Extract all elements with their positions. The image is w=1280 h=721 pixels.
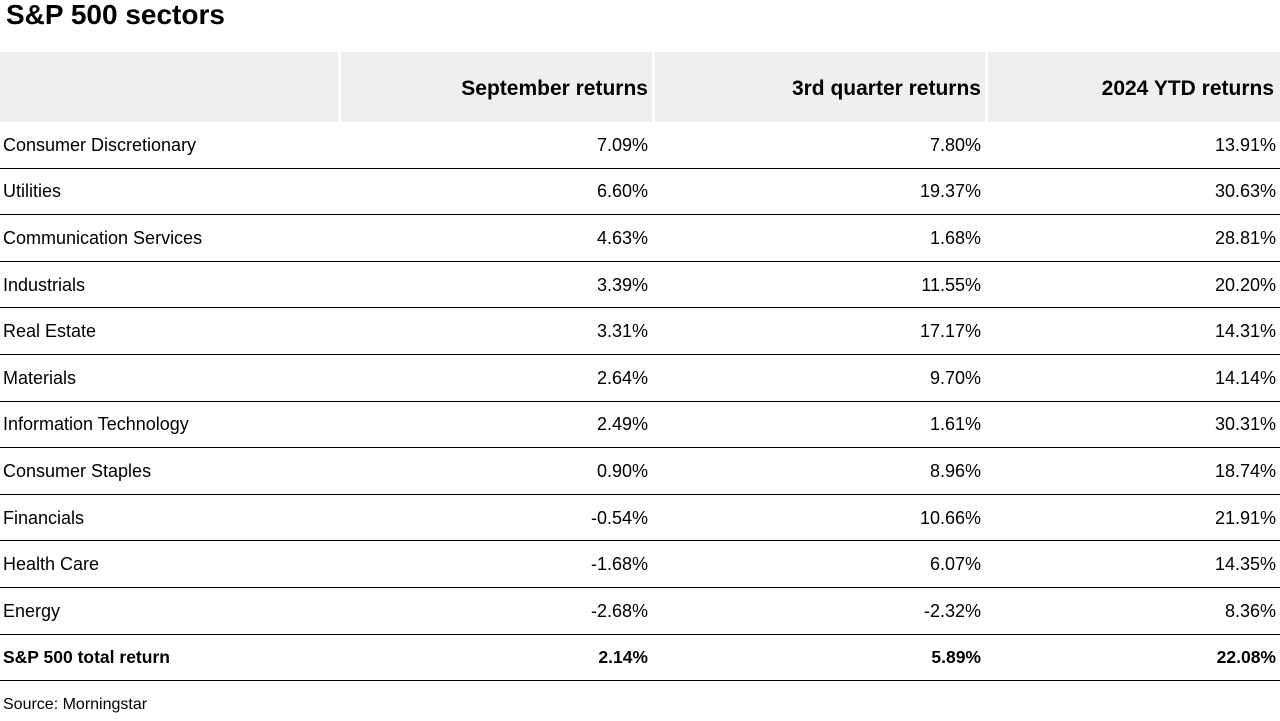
sector-name-cell: Consumer Staples	[0, 448, 338, 495]
ytd-return-cell: 14.31%	[985, 308, 1280, 355]
table-row: Energy -2.68% -2.32% 8.36%	[0, 588, 1280, 635]
q3-return-cell: 1.61%	[652, 402, 985, 449]
ytd-return-cell: 13.91%	[985, 122, 1280, 169]
table-header: September returns 3rd quarter returns 20…	[0, 52, 1280, 122]
source-note: Source: Morningstar	[3, 696, 148, 713]
header-september-returns: September returns	[338, 52, 652, 122]
sector-name-cell: Communication Services	[0, 215, 338, 262]
total-row: S&P 500 total return 2.14% 5.89% 22.08%	[0, 635, 1280, 682]
september-return-cell: 3.31%	[338, 308, 652, 355]
sector-name-cell: Information Technology	[0, 402, 338, 449]
sector-returns-table: September returns 3rd quarter returns 20…	[0, 52, 1280, 682]
table-body: Consumer Discretionary 7.09% 7.80% 13.91% Ut…	[0, 122, 1280, 682]
september-return-cell: 2.64%	[338, 355, 652, 402]
table-row: Real Estate 3.31% 17.17% 14.31%	[0, 308, 1280, 355]
sector-name-cell: Health Care	[0, 541, 338, 588]
ytd-return-cell: 28.81%	[985, 215, 1280, 262]
sector-name-cell: Utilities	[0, 169, 338, 216]
header-ytd-returns: 2024 YTD returns	[985, 52, 1280, 122]
ytd-return-cell: 18.74%	[985, 448, 1280, 495]
q3-return-cell: 9.70%	[652, 355, 985, 402]
table-row: Information Technology 2.49% 1.61% 30.31%	[0, 402, 1280, 449]
september-return-cell: 2.49%	[338, 402, 652, 449]
total-september-return-cell: 2.14%	[338, 635, 652, 682]
sector-name-cell: Materials	[0, 355, 338, 402]
table-row: Communication Services 4.63% 1.68% 28.81%	[0, 215, 1280, 262]
q3-return-cell: 10.66%	[652, 495, 985, 542]
table-row: Materials 2.64% 9.70% 14.14%	[0, 355, 1280, 402]
total-sector-name-cell: S&P 500 total return	[0, 635, 338, 682]
table-row: Consumer Staples 0.90% 8.96% 18.74%	[0, 448, 1280, 495]
september-return-cell: 7.09%	[338, 122, 652, 169]
page-title: S&P 500 sectors	[6, 0, 225, 30]
header-sector	[0, 52, 338, 122]
q3-return-cell: -2.32%	[652, 588, 985, 635]
total-ytd-return-cell: 22.08%	[985, 635, 1280, 682]
september-return-cell: 6.60%	[338, 169, 652, 216]
september-return-cell: -0.54%	[338, 495, 652, 542]
table-row: Consumer Discretionary 7.09% 7.80% 13.91%	[0, 122, 1280, 169]
ytd-return-cell: 30.31%	[985, 402, 1280, 449]
september-return-cell: 4.63%	[338, 215, 652, 262]
september-return-cell: -2.68%	[338, 588, 652, 635]
september-return-cell: 0.90%	[338, 448, 652, 495]
q3-return-cell: 19.37%	[652, 169, 985, 216]
ytd-return-cell: 14.35%	[985, 541, 1280, 588]
table-row: Utilities 6.60% 19.37% 30.63%	[0, 169, 1280, 216]
ytd-return-cell: 8.36%	[985, 588, 1280, 635]
ytd-return-cell: 21.91%	[985, 495, 1280, 542]
q3-return-cell: 17.17%	[652, 308, 985, 355]
q3-return-cell: 7.80%	[652, 122, 985, 169]
sector-name-cell: Industrials	[0, 262, 338, 309]
table-row: Financials -0.54% 10.66% 21.91%	[0, 495, 1280, 542]
q3-return-cell: 1.68%	[652, 215, 985, 262]
q3-return-cell: 8.96%	[652, 448, 985, 495]
sector-name-cell: Real Estate	[0, 308, 338, 355]
ytd-return-cell: 20.20%	[985, 262, 1280, 309]
sector-name-cell: Energy	[0, 588, 338, 635]
header-row: September returns 3rd quarter returns 20…	[0, 52, 1280, 122]
table-row: Industrials 3.39% 11.55% 20.20%	[0, 262, 1280, 309]
ytd-return-cell: 14.14%	[985, 355, 1280, 402]
september-return-cell: 3.39%	[338, 262, 652, 309]
sector-name-cell: Consumer Discretionary	[0, 122, 338, 169]
q3-return-cell: 6.07%	[652, 541, 985, 588]
q3-return-cell: 11.55%	[652, 262, 985, 309]
table-row: Health Care -1.68% 6.07% 14.35%	[0, 541, 1280, 588]
september-return-cell: -1.68%	[338, 541, 652, 588]
ytd-return-cell: 30.63%	[985, 169, 1280, 216]
header-q3-returns: 3rd quarter returns	[652, 52, 985, 122]
total-q3-return-cell: 5.89%	[652, 635, 985, 682]
sector-name-cell: Financials	[0, 495, 338, 542]
